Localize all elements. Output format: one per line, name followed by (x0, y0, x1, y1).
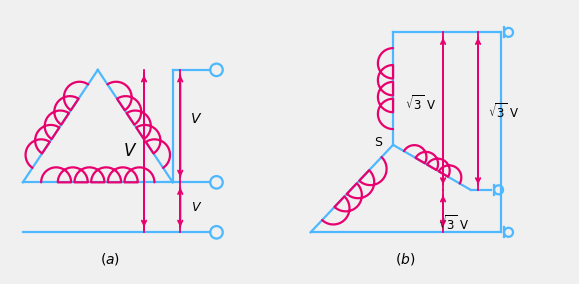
Text: $\sqrt{3}$ V: $\sqrt{3}$ V (438, 214, 468, 233)
Text: $\mathit{(a)}$: $\mathit{(a)}$ (100, 251, 120, 267)
Text: $\sqrt{3}$ V: $\sqrt{3}$ V (488, 102, 519, 120)
Text: $\sqrt{3}$ V: $\sqrt{3}$ V (405, 94, 436, 113)
Text: S: S (374, 136, 382, 149)
Text: V: V (123, 142, 135, 160)
Text: V: V (190, 112, 200, 126)
Text: $\mathit{(b)}$: $\mathit{(b)}$ (395, 251, 416, 267)
Text: V: V (191, 201, 200, 214)
